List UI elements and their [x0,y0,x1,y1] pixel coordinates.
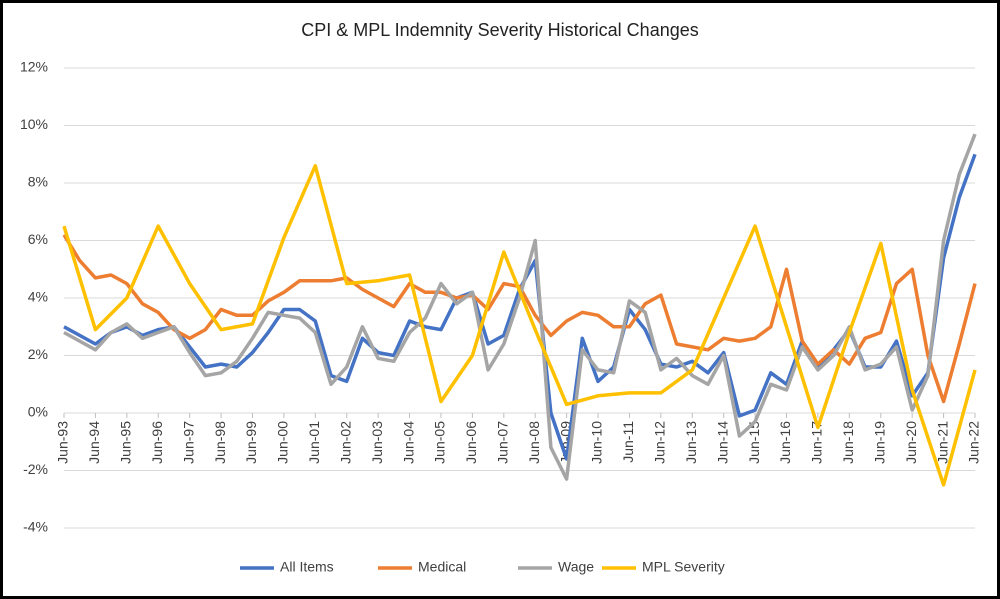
x-tick-label: Jun-11 [620,421,636,463]
x-tick-label: Jun-15 [746,421,762,464]
x-tick-label: Jun-04 [400,421,416,464]
y-tick-label: 12% [20,59,48,75]
x-tick-label: Jun-06 [463,421,479,464]
x-tick-label: Jun-94 [86,421,102,464]
x-tick-label: Jun-98 [212,421,228,464]
x-tick-label: Jun-18 [840,421,856,464]
x-tick-label: Jun-16 [777,421,793,464]
x-tick-label: Jun-96 [149,421,165,464]
y-tick-label: 6% [28,231,48,247]
legend-label: Wage [558,559,594,575]
y-tick-label: 10% [20,116,48,132]
x-tick-label: Jun-14 [714,421,730,464]
y-tick-label: 8% [28,174,48,190]
x-tick-label: Jun-97 [180,421,196,464]
x-tick-label: Jun-12 [652,421,668,464]
chart-title: CPI & MPL Indemnity Severity Historical … [301,20,699,40]
y-tick-label: 4% [28,289,48,305]
x-tick-label: Jun-08 [526,421,542,464]
series-line [63,133,977,481]
legend-label: Medical [418,559,466,575]
y-tick-label: -4% [23,519,48,535]
x-tick-label: Jun-22 [966,421,982,464]
x-tick-label: Jun-05 [432,421,448,464]
x-tick-label: Jun-20 [903,421,919,464]
x-tick-label: Jun-99 [243,421,259,464]
y-tick-label: 2% [28,346,48,362]
legend-label: All Items [280,559,334,575]
x-tick-label: Jun-07 [494,421,510,464]
y-tick-label: -2% [23,461,48,477]
x-tick-label: Jun-17 [809,421,825,464]
x-tick-label: Jun-21 [934,421,950,464]
x-tick-label: Jun-19 [871,421,887,464]
x-tick-label: Jun-10 [589,421,605,464]
legend-label: MPL Severity [642,559,725,575]
y-tick-label: 0% [28,404,48,420]
x-tick-label: Jun-13 [683,421,699,464]
x-tick-label: Jun-93 [55,421,71,464]
x-tick-label: Jun-02 [337,421,353,464]
x-tick-label: Jun-00 [275,421,291,464]
x-tick-label: Jun-03 [369,421,385,464]
series-line [62,164,977,487]
x-tick-label: Jun-01 [306,421,322,464]
x-tick-label: Jun-95 [118,421,134,464]
